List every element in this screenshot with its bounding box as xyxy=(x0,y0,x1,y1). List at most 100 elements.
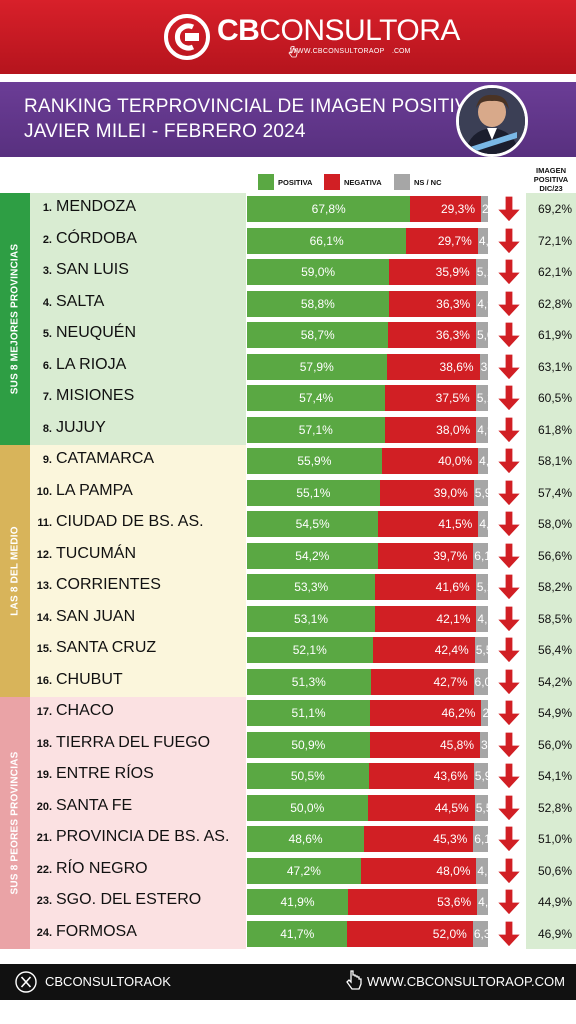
row-province-name: SAN LUIS xyxy=(56,261,129,278)
row-rank: 18. xyxy=(36,737,52,750)
row-province-name: SANTA FE xyxy=(56,796,133,814)
bar-ns xyxy=(472,920,488,947)
label-negative: 46,2% xyxy=(441,706,476,720)
label-positive: 67,8% xyxy=(311,202,346,216)
bar-ns xyxy=(473,479,488,506)
row-province-name: NEUQUÉN xyxy=(56,324,137,341)
group-label-best: SUS 8 MEJORES PROVINCIAS xyxy=(9,243,21,395)
bar-ns xyxy=(474,637,488,663)
label-negative: 35,9% xyxy=(435,265,470,279)
label-positive: 57,4% xyxy=(299,391,334,405)
bar-negative xyxy=(410,196,481,222)
label-ns: 5,5 xyxy=(475,800,488,815)
label-positive: 55,9% xyxy=(297,454,332,468)
dic-value: 46,9% xyxy=(537,926,572,941)
brand-name: CBCONSULTORA xyxy=(217,14,460,47)
label-negative: 39,0% xyxy=(433,485,468,500)
label-negative: 38,6% xyxy=(439,359,474,374)
dic-value: 58,2% xyxy=(537,580,572,594)
label-ns: 4,9 xyxy=(477,422,488,437)
dic-value: 57,4% xyxy=(537,485,572,500)
label-positive: 50,9% xyxy=(291,737,326,752)
row-province-name: ENTRE RÍOS xyxy=(56,765,154,782)
row-province-name: RÍO NEGRO xyxy=(56,859,148,877)
label-positive: 48,6% xyxy=(288,832,323,846)
down-arrow-icon xyxy=(496,667,522,696)
label-negative: 42,7% xyxy=(433,674,468,689)
bar-positive xyxy=(247,700,371,726)
bar-negative xyxy=(385,385,476,411)
dic-value: 61,9% xyxy=(537,328,572,342)
bar-ns xyxy=(475,385,488,411)
label-ns: 6,0 xyxy=(474,674,488,689)
down-arrow-icon xyxy=(496,384,522,412)
bar-positive xyxy=(247,857,361,884)
row-province-name: TIERRA DEL FUEGO xyxy=(56,733,211,751)
label-positive: 58,7% xyxy=(300,328,335,342)
bar-negative xyxy=(370,668,474,695)
bar-positive xyxy=(247,416,385,443)
pointer-hand-icon xyxy=(346,970,362,990)
footer-social-handle[interactable]: CBCONSULTORAOK xyxy=(45,974,171,989)
label-ns: 4,1 xyxy=(479,454,488,468)
bar-positive xyxy=(247,637,373,663)
label-positive: 54,5% xyxy=(295,517,330,531)
row-rank: 6. xyxy=(42,359,52,372)
bar-positive xyxy=(247,889,348,915)
row-province-name: TUCUMÁN xyxy=(56,544,136,562)
bar-positive xyxy=(247,668,371,695)
row-rank: 7. xyxy=(42,391,52,403)
bar-negative xyxy=(381,448,479,474)
dic-value: 44,9% xyxy=(537,895,572,909)
label-negative: 40,0% xyxy=(438,454,473,468)
dic-header-line: POSITIVA xyxy=(533,175,569,184)
row-rank: 22. xyxy=(36,863,52,876)
bar-negative xyxy=(370,700,482,726)
down-arrow-icon xyxy=(496,415,522,444)
bar-ns xyxy=(473,826,488,852)
bar-ns xyxy=(476,416,488,443)
label-ns: 3,3 xyxy=(481,737,488,752)
label-positive: 47,2% xyxy=(286,863,321,878)
label-negative: 48,0% xyxy=(436,863,471,878)
label-negative: 38,0% xyxy=(436,422,471,437)
dic-value: 54,2% xyxy=(537,674,572,689)
row-rank: 19. xyxy=(36,769,52,781)
bar-ns xyxy=(475,322,488,348)
group-band-middle xyxy=(0,445,30,697)
row-province-name: FORMOSA xyxy=(56,922,137,940)
dic-value: 52,8% xyxy=(537,800,572,815)
bar-ns xyxy=(475,259,488,285)
label-ns: 5,1 xyxy=(476,391,488,405)
label-positive: 66,1% xyxy=(309,233,344,248)
bar-ns xyxy=(477,227,488,254)
dic-value: 51,0% xyxy=(537,832,572,846)
brand-url: WWW.CBCONSULTORAOP xyxy=(290,48,385,55)
bar-ns xyxy=(476,290,488,317)
row-rank: 16. xyxy=(36,674,52,687)
down-arrow-icon xyxy=(496,919,522,948)
footer-website[interactable]: WWW.CBCONSULTORAOP.COM xyxy=(367,974,565,989)
label-positive: 41,9% xyxy=(280,895,315,909)
bar-positive xyxy=(247,511,379,537)
bar-positive xyxy=(247,605,375,632)
dic-value: 54,1% xyxy=(537,769,572,783)
dic-value: 63,1% xyxy=(537,359,572,374)
cb-logo-icon xyxy=(164,14,210,60)
down-arrow-icon xyxy=(496,762,522,790)
bar-ns xyxy=(480,731,488,758)
label-ns: 5,1 xyxy=(476,580,488,594)
label-negative: 43,6% xyxy=(433,769,468,783)
bar-ns xyxy=(481,196,488,222)
row-rank: 10. xyxy=(36,485,52,498)
label-negative: 41,6% xyxy=(435,580,470,594)
row-province-name: CHACO xyxy=(56,702,114,719)
group-bg-middle xyxy=(30,445,246,697)
down-arrow-icon xyxy=(496,289,522,318)
row-rank: 1. xyxy=(42,202,52,214)
bar-ns xyxy=(478,448,488,474)
pointer-hand-icon xyxy=(288,46,298,58)
bar-negative xyxy=(406,227,478,254)
bar-negative xyxy=(379,479,474,506)
x-social-icon[interactable] xyxy=(15,971,37,993)
